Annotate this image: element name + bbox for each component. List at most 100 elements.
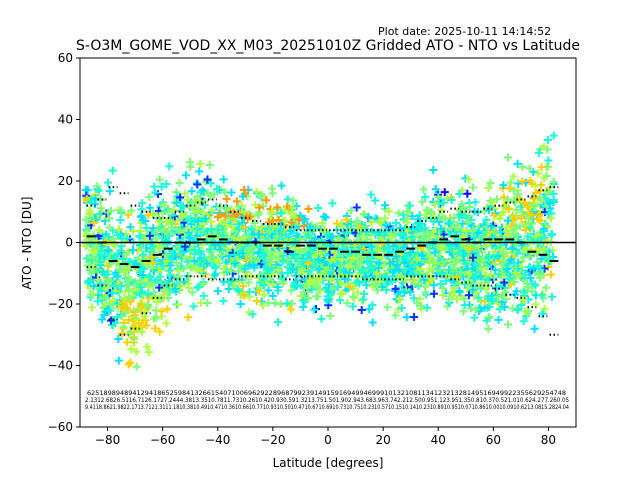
scatter-point — [397, 271, 406, 280]
scatter-point — [251, 200, 260, 209]
scatter-point — [504, 153, 513, 162]
scatter-point — [145, 203, 154, 212]
scatter-point — [531, 281, 540, 290]
scatter-point — [162, 250, 171, 259]
scatter-point — [461, 227, 470, 236]
scatter-point — [149, 242, 158, 251]
scatter-point — [289, 196, 298, 205]
scatter-point — [166, 261, 175, 270]
scatter-point — [151, 306, 160, 315]
scatter-point — [160, 237, 169, 246]
scatter-point — [156, 202, 165, 211]
scatter-point — [145, 272, 154, 281]
scatter-point — [172, 274, 181, 283]
scatter-point — [403, 207, 412, 216]
scatter-point — [119, 254, 128, 263]
scatter-point — [196, 159, 205, 168]
scatter-point — [155, 327, 164, 336]
scatter-point — [201, 214, 210, 223]
scatter-point — [504, 320, 513, 329]
scatter-point — [186, 253, 195, 262]
scatter-point — [515, 222, 524, 231]
scatter-point — [155, 283, 164, 292]
scatter-point — [494, 315, 503, 324]
scatter-point — [485, 312, 494, 321]
scatter-point — [287, 286, 296, 295]
scatter-point — [117, 234, 126, 243]
scatter-point — [523, 232, 532, 241]
scatter-point — [139, 250, 148, 259]
scatter-point — [97, 286, 106, 295]
stats-std-row: 9.4118.8621.9822.1713.7121.3111.1810.381… — [85, 404, 569, 411]
scatter-point — [446, 218, 455, 227]
scatter-point — [503, 265, 512, 274]
x-tick-label: −80 — [95, 433, 120, 447]
scatter-point — [544, 156, 553, 165]
scatter-point — [490, 273, 499, 282]
scatter-point — [350, 264, 359, 273]
scatter-point — [98, 315, 107, 324]
scatter-point — [283, 269, 292, 278]
scatter-point — [245, 287, 254, 296]
scatter-point — [301, 244, 310, 253]
scatter-point — [520, 288, 529, 297]
scatter-point — [150, 182, 159, 191]
scatter-point — [536, 216, 545, 225]
scatter-point — [368, 300, 377, 309]
scatter-point — [322, 230, 331, 239]
scatter-point — [164, 294, 173, 303]
scatter-point — [509, 225, 518, 234]
scatter-point — [493, 293, 502, 302]
scatter-point — [492, 195, 501, 204]
scatter-point — [274, 265, 283, 274]
scatter-point — [277, 240, 286, 249]
scatter-point — [198, 268, 207, 277]
scatter-point — [104, 208, 113, 217]
scatter-point — [468, 183, 477, 192]
scatter-point — [296, 211, 305, 220]
scatter-point — [383, 303, 392, 312]
scatter-point — [405, 201, 414, 210]
scatter-point — [508, 244, 517, 253]
scatter-point — [460, 301, 469, 310]
scatter-point — [284, 232, 293, 241]
scatter-point — [216, 210, 225, 219]
scatter-point — [367, 261, 376, 270]
scatter-point — [491, 227, 500, 236]
scatter-point — [138, 216, 147, 225]
scatter-point — [370, 280, 379, 289]
scatter-point — [276, 209, 285, 218]
scatter-point — [239, 249, 248, 258]
scatter-point — [545, 247, 554, 256]
scatter-point — [402, 313, 411, 322]
scatter-point — [452, 256, 461, 265]
scatter-point — [320, 258, 329, 267]
scatter-point — [391, 265, 400, 274]
scatter-point — [198, 186, 207, 195]
scatter-point — [319, 212, 328, 221]
scatter-point — [116, 216, 125, 225]
scatter-point — [239, 223, 248, 232]
scatter-point — [119, 323, 128, 332]
scatter-point — [144, 289, 153, 298]
scatter-point — [510, 196, 519, 205]
scatter-point — [277, 224, 286, 233]
scatter-point — [126, 258, 135, 267]
y-tick-label: 20 — [58, 174, 73, 188]
scatter-point — [299, 302, 308, 311]
scatter-point — [223, 244, 232, 253]
scatter-point — [400, 243, 409, 252]
scatter-point — [470, 313, 479, 322]
scatter-point — [355, 279, 364, 288]
scatter-point — [289, 281, 298, 290]
scatter-point — [104, 246, 113, 255]
scatter-point — [264, 227, 273, 236]
scatter-point — [540, 142, 549, 151]
scatter-point — [183, 257, 192, 266]
scatter-point — [102, 294, 111, 303]
scatter-point — [164, 207, 173, 216]
scatter-point — [254, 230, 263, 239]
scatter-point — [151, 188, 160, 197]
scatter-point — [148, 209, 157, 218]
chart-title: S-O3M_GOME_VOD_XX_M03_20251010Z Gridded … — [76, 38, 580, 54]
